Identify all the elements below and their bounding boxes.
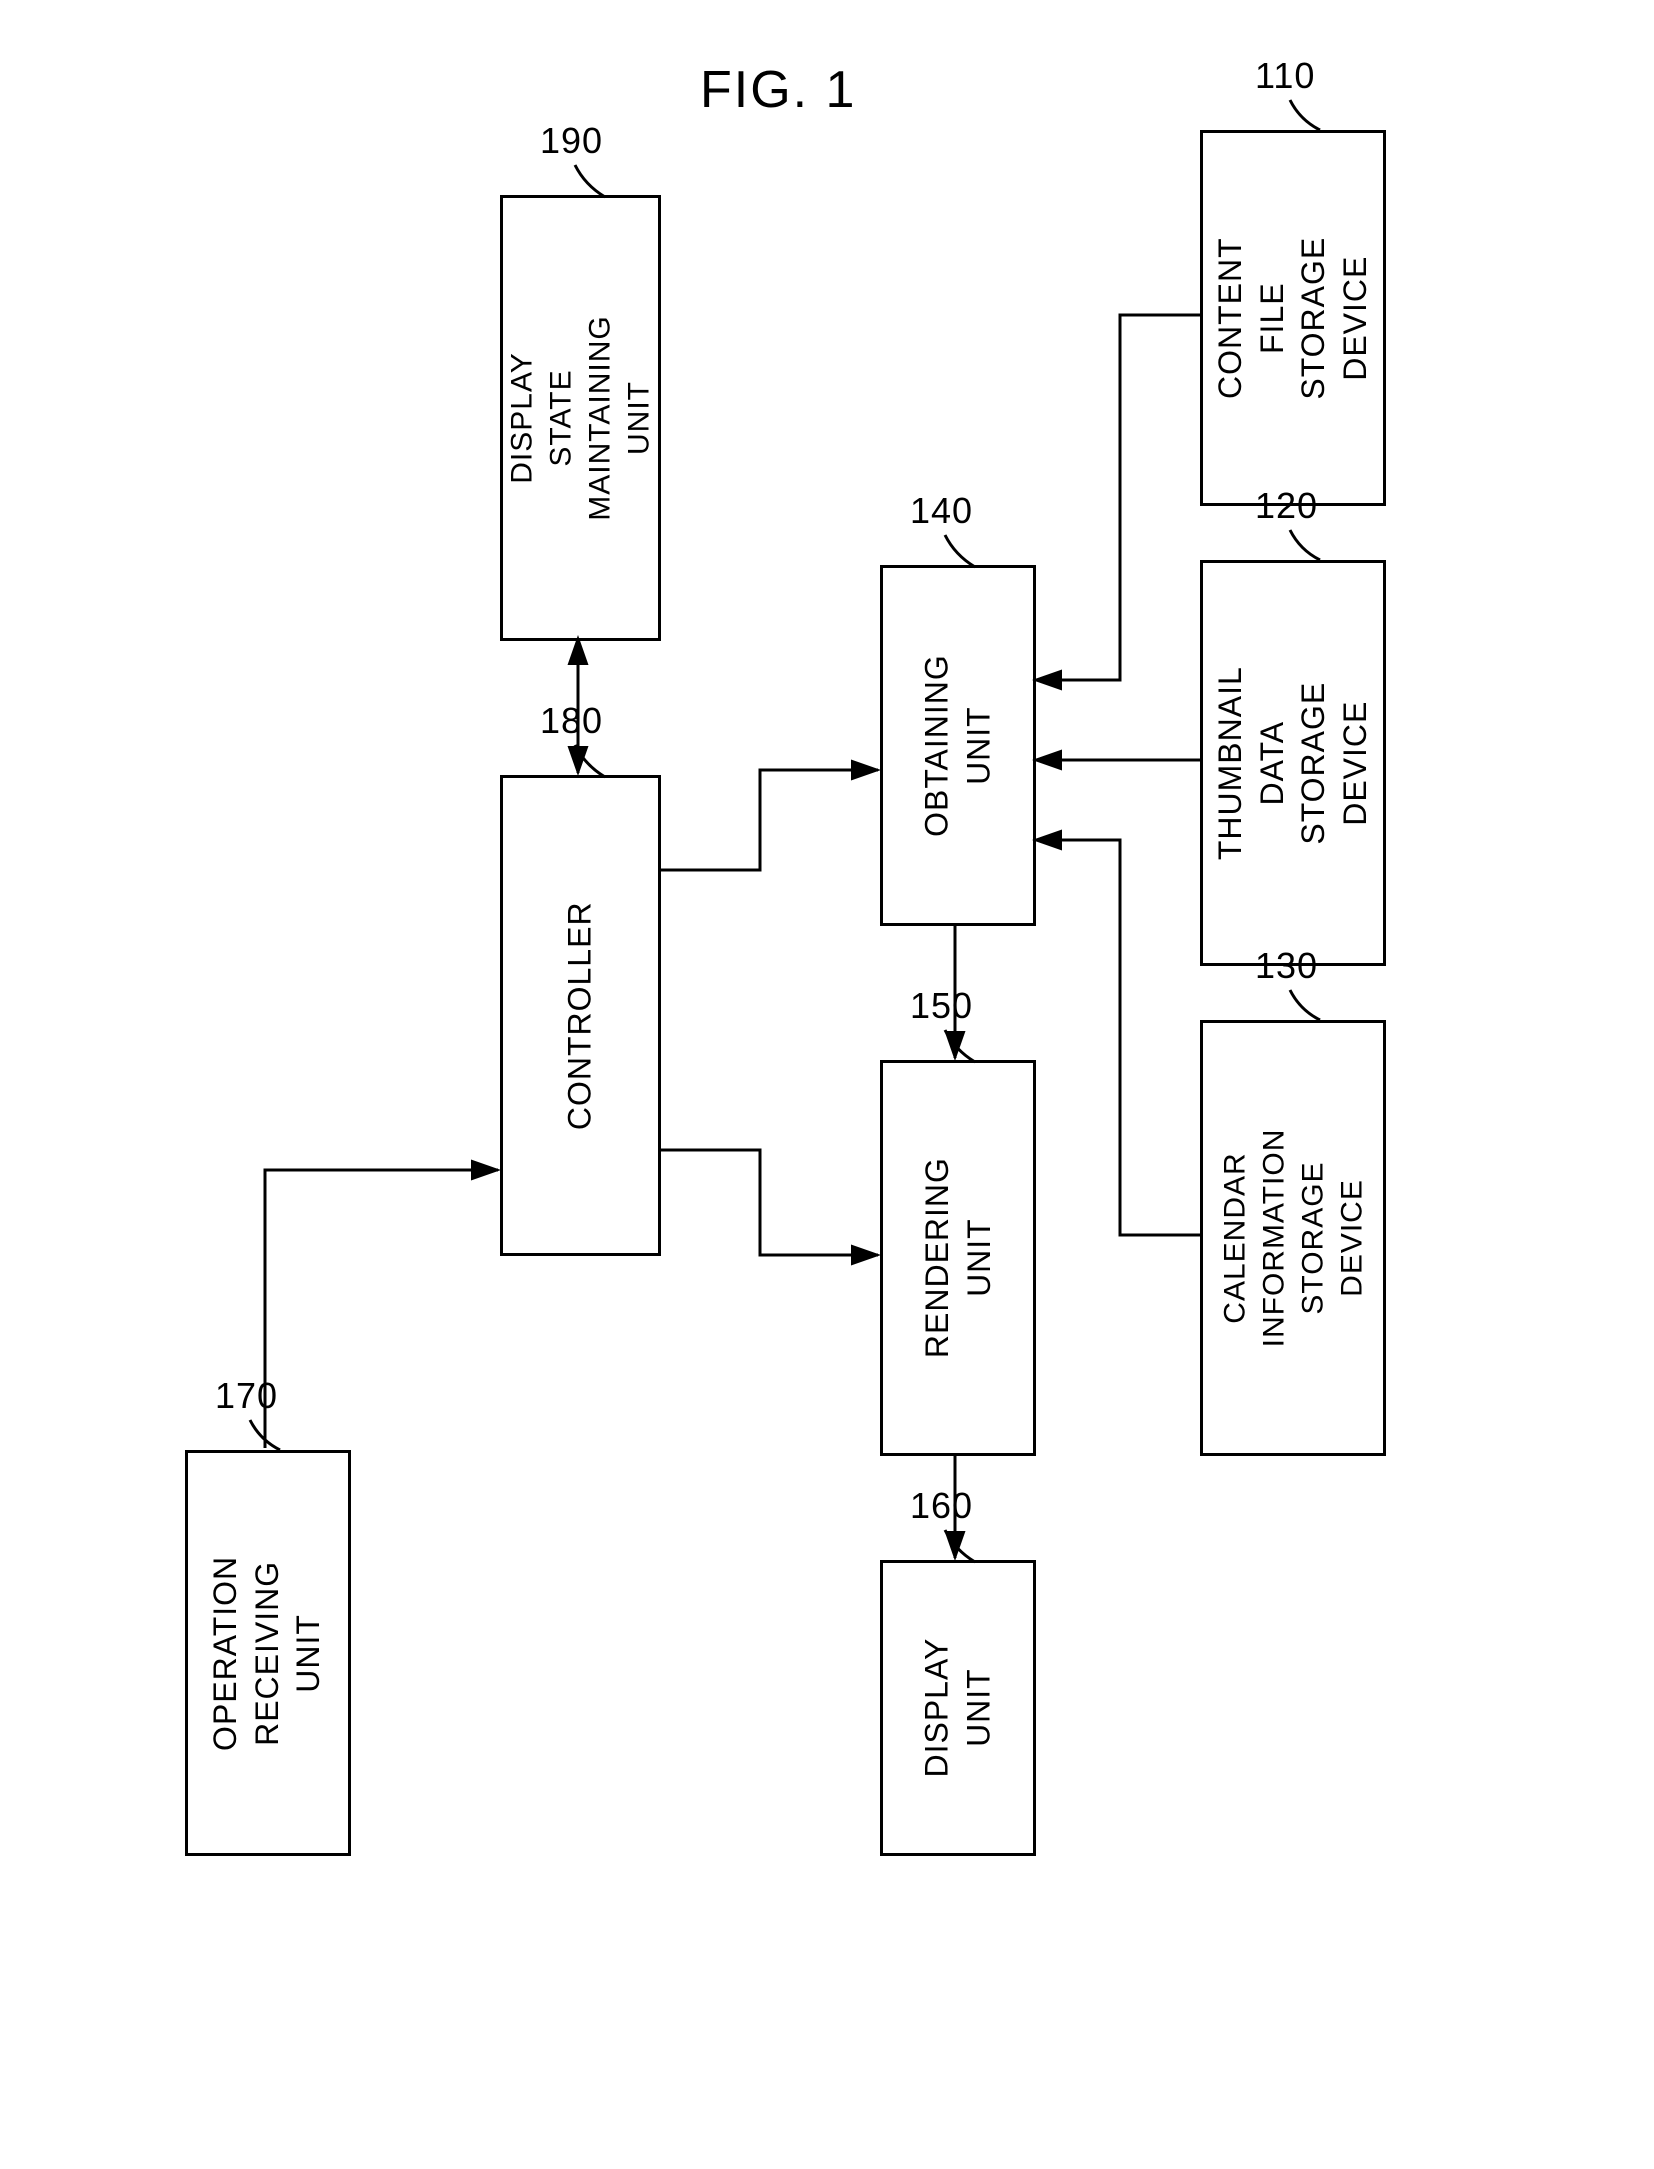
ref-160: 160 — [910, 1485, 973, 1527]
controller-label: CONTROLLER — [560, 901, 602, 1130]
rendering-unit-box: RENDERING UNIT — [880, 1060, 1036, 1456]
ref-130: 130 — [1255, 945, 1318, 987]
ref-180: 180 — [540, 700, 603, 742]
thumbnail-data-storage-device-box: THUMBNAIL DATA STORAGE DEVICE — [1200, 560, 1386, 966]
ref-150: 150 — [910, 985, 973, 1027]
operation-receiving-unit-box: OPERATION RECEIVING UNIT — [185, 1450, 351, 1856]
obtaining-unit-box: OBTAINING UNIT — [880, 565, 1036, 926]
thumbnail-data-storage-device-label: THUMBNAIL DATA STORAGE DEVICE — [1210, 666, 1376, 860]
display-state-maintaining-unit-label: DISPLAY STATE MAINTAINING UNIT — [503, 315, 659, 520]
ref-110: 110 — [1255, 55, 1315, 97]
content-file-storage-device-box: CONTENT FILE STORAGE DEVICE — [1200, 130, 1386, 506]
rendering-unit-label: RENDERING UNIT — [916, 1157, 999, 1358]
ref-140: 140 — [910, 490, 973, 532]
content-file-storage-device-label: CONTENT FILE STORAGE DEVICE — [1210, 228, 1376, 408]
display-state-maintaining-unit-box: DISPLAY STATE MAINTAINING UNIT — [500, 195, 661, 641]
ref-120: 120 — [1255, 485, 1318, 527]
calendar-information-storage-device-box: CALENDAR INFORMATION STORAGE DEVICE — [1200, 1020, 1386, 1456]
display-unit-box: DISPLAY UNIT — [880, 1560, 1036, 1856]
obtaining-unit-label: OBTAINING UNIT — [916, 654, 999, 837]
figure-title: FIG. 1 — [700, 60, 856, 120]
ref-190: 190 — [540, 120, 603, 162]
calendar-information-storage-device-label: CALENDAR INFORMATION STORAGE DEVICE — [1215, 1129, 1371, 1348]
ref-170: 170 — [215, 1375, 278, 1417]
display-unit-label: DISPLAY UNIT — [916, 1633, 999, 1783]
controller-box: CONTROLLER — [500, 775, 661, 1256]
operation-receiving-unit-label: OPERATION RECEIVING UNIT — [206, 1555, 331, 1750]
